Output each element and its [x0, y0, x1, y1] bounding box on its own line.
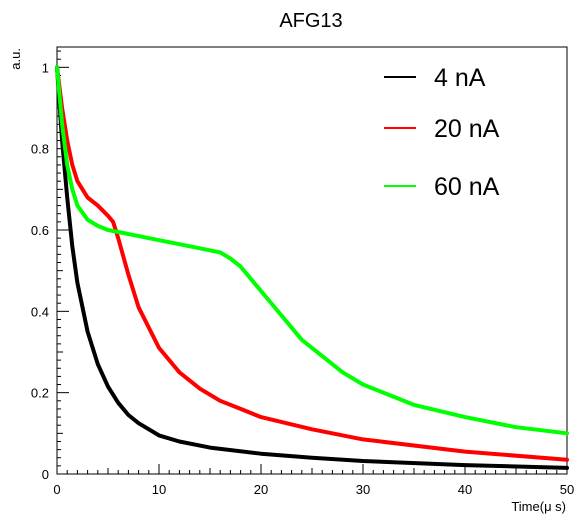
x-tick-label: 40: [458, 482, 472, 497]
x-tick-label: 50: [560, 482, 574, 497]
series-line-0: [55, 65, 569, 470]
y-tick-label: 0.8: [31, 142, 49, 157]
legend-label-2: 60 nA: [434, 173, 500, 201]
x-axis-label: Time(μ s): [511, 499, 566, 514]
legend-label-1: 20 nA: [434, 115, 500, 143]
legend: 4 nA 20 nA 60 nA: [384, 64, 500, 201]
x-tick-label: 0: [53, 482, 60, 497]
y-tick-label: 0.4: [31, 304, 49, 319]
x-tick-label: 30: [356, 482, 370, 497]
legend-label-0: 4 nA: [434, 64, 486, 92]
y-tick-label: 0: [42, 467, 49, 482]
x-tick-label: 10: [152, 482, 166, 497]
series-line-2: [55, 65, 569, 436]
x-tick-label: 20: [254, 482, 268, 497]
y-tick-label: 0.2: [31, 386, 49, 401]
chart-title: AFG13: [279, 10, 342, 32]
y-tick-label: 1: [42, 60, 49, 75]
y-tick-label: 0.6: [31, 223, 49, 238]
plot-frame: [56, 46, 568, 475]
series-line-1: [55, 65, 569, 462]
y-axis-label: a.u.: [8, 48, 23, 70]
